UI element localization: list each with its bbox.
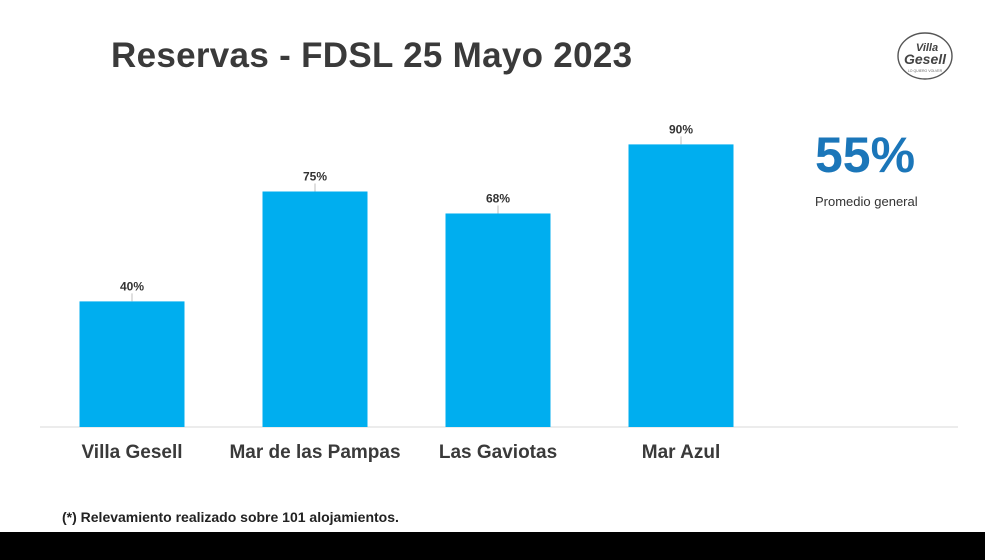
- bar-mar-azul: [628, 144, 734, 427]
- data-label: 40%: [120, 279, 144, 293]
- bar-mar-de-las-pampas: [262, 191, 368, 427]
- logo-tagline: LO QUIERO VOLVER: [908, 69, 943, 73]
- villa-gesell-logo: Villa Gesell LO QUIERO VOLVER: [897, 32, 953, 80]
- footnote: (*) Relevamiento realizado sobre 101 alo…: [62, 509, 399, 525]
- logo-line1: Villa: [916, 42, 938, 54]
- data-label: 75%: [303, 170, 327, 184]
- bar-chart: 40% Villa Gesell 75% Mar de las Pampas 68% La…: [40, 122, 958, 463]
- data-label: 90%: [669, 122, 693, 136]
- category-label: Villa Gesell: [81, 442, 182, 463]
- bar-villa-gesell: [79, 301, 185, 427]
- data-label: 68%: [486, 191, 510, 205]
- bar-las-gaviotas: [445, 213, 551, 427]
- logo-line2: Gesell: [904, 51, 947, 67]
- category-label: Mar Azul: [642, 442, 720, 463]
- category-label: Mar de las Pampas: [229, 442, 400, 463]
- category-label: Las Gaviotas: [439, 442, 557, 463]
- average-value: 55%: [815, 127, 916, 183]
- bottom-band: [0, 532, 985, 560]
- average-label: Promedio general: [815, 194, 918, 209]
- page-title: Reservas - FDSL 25 Mayo 2023: [111, 36, 633, 75]
- slide: Reservas - FDSL 25 Mayo 2023 Villa Gesel…: [40, 32, 958, 525]
